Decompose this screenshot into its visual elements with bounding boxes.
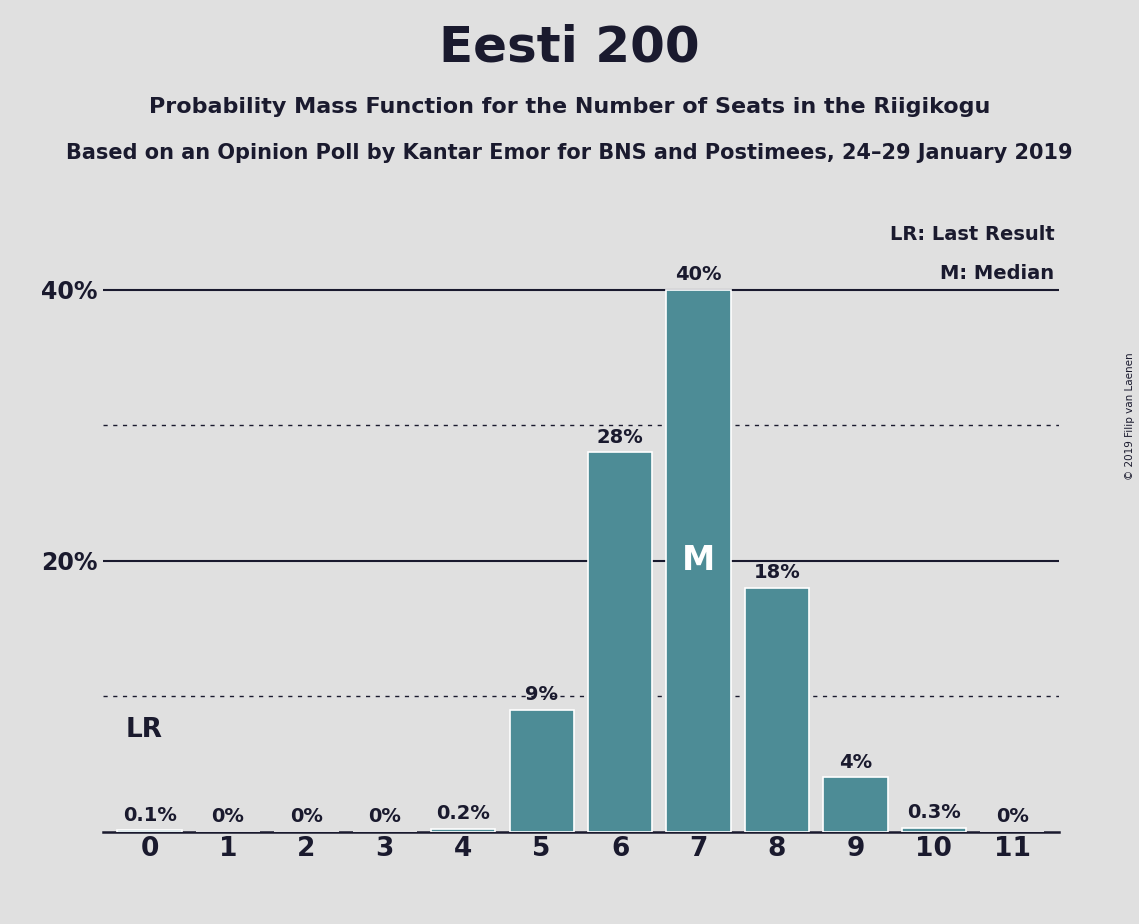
Bar (745, 588, 809, 832)
Text: M: Median: M: Median (941, 264, 1055, 284)
Text: Probability Mass Function for the Number of Seats in the Riigikogu: Probability Mass Function for the Number… (149, 97, 990, 117)
Bar (588, 452, 653, 832)
Text: © 2019 Filip van Laenen: © 2019 Filip van Laenen (1125, 352, 1134, 480)
Text: 9%: 9% (525, 686, 558, 704)
Text: LR: Last Result: LR: Last Result (890, 225, 1055, 244)
Text: 18%: 18% (754, 564, 801, 582)
Text: 0%: 0% (368, 808, 401, 826)
Bar (666, 289, 731, 832)
Bar (902, 828, 966, 832)
Bar (117, 831, 182, 832)
Text: 4%: 4% (838, 753, 872, 772)
Text: 0.2%: 0.2% (436, 805, 490, 823)
Text: 0%: 0% (995, 808, 1029, 826)
Text: Based on an Opinion Poll by Kantar Emor for BNS and Postimees, 24–29 January 201: Based on an Opinion Poll by Kantar Emor … (66, 143, 1073, 164)
Text: 0.3%: 0.3% (907, 803, 960, 822)
Text: 0%: 0% (290, 808, 322, 826)
Bar (509, 710, 574, 832)
Bar (431, 829, 495, 832)
Text: 40%: 40% (675, 265, 722, 284)
Text: 28%: 28% (597, 428, 644, 446)
Text: Eesti 200: Eesti 200 (440, 23, 699, 71)
Text: 0.1%: 0.1% (123, 806, 177, 825)
Bar (823, 777, 887, 832)
Text: LR: LR (126, 717, 163, 743)
Text: M: M (682, 544, 715, 578)
Text: 0%: 0% (212, 808, 245, 826)
